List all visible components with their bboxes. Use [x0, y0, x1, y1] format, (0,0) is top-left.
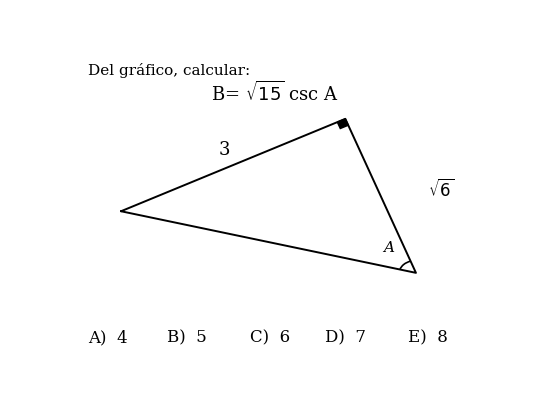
Text: B= $\sqrt{15}$ csc A: B= $\sqrt{15}$ csc A — [211, 80, 339, 104]
Text: $\sqrt{6}$: $\sqrt{6}$ — [428, 179, 454, 201]
Polygon shape — [337, 119, 348, 128]
Text: Del gráfico, calcular:: Del gráfico, calcular: — [88, 64, 250, 78]
Text: B)  5: B) 5 — [167, 329, 206, 346]
Text: 3: 3 — [219, 141, 230, 159]
Text: D)  7: D) 7 — [325, 329, 366, 346]
Text: E)  8: E) 8 — [407, 329, 448, 346]
Text: A: A — [383, 241, 394, 255]
Text: C)  6: C) 6 — [250, 329, 290, 346]
Text: A)  4: A) 4 — [88, 329, 128, 346]
